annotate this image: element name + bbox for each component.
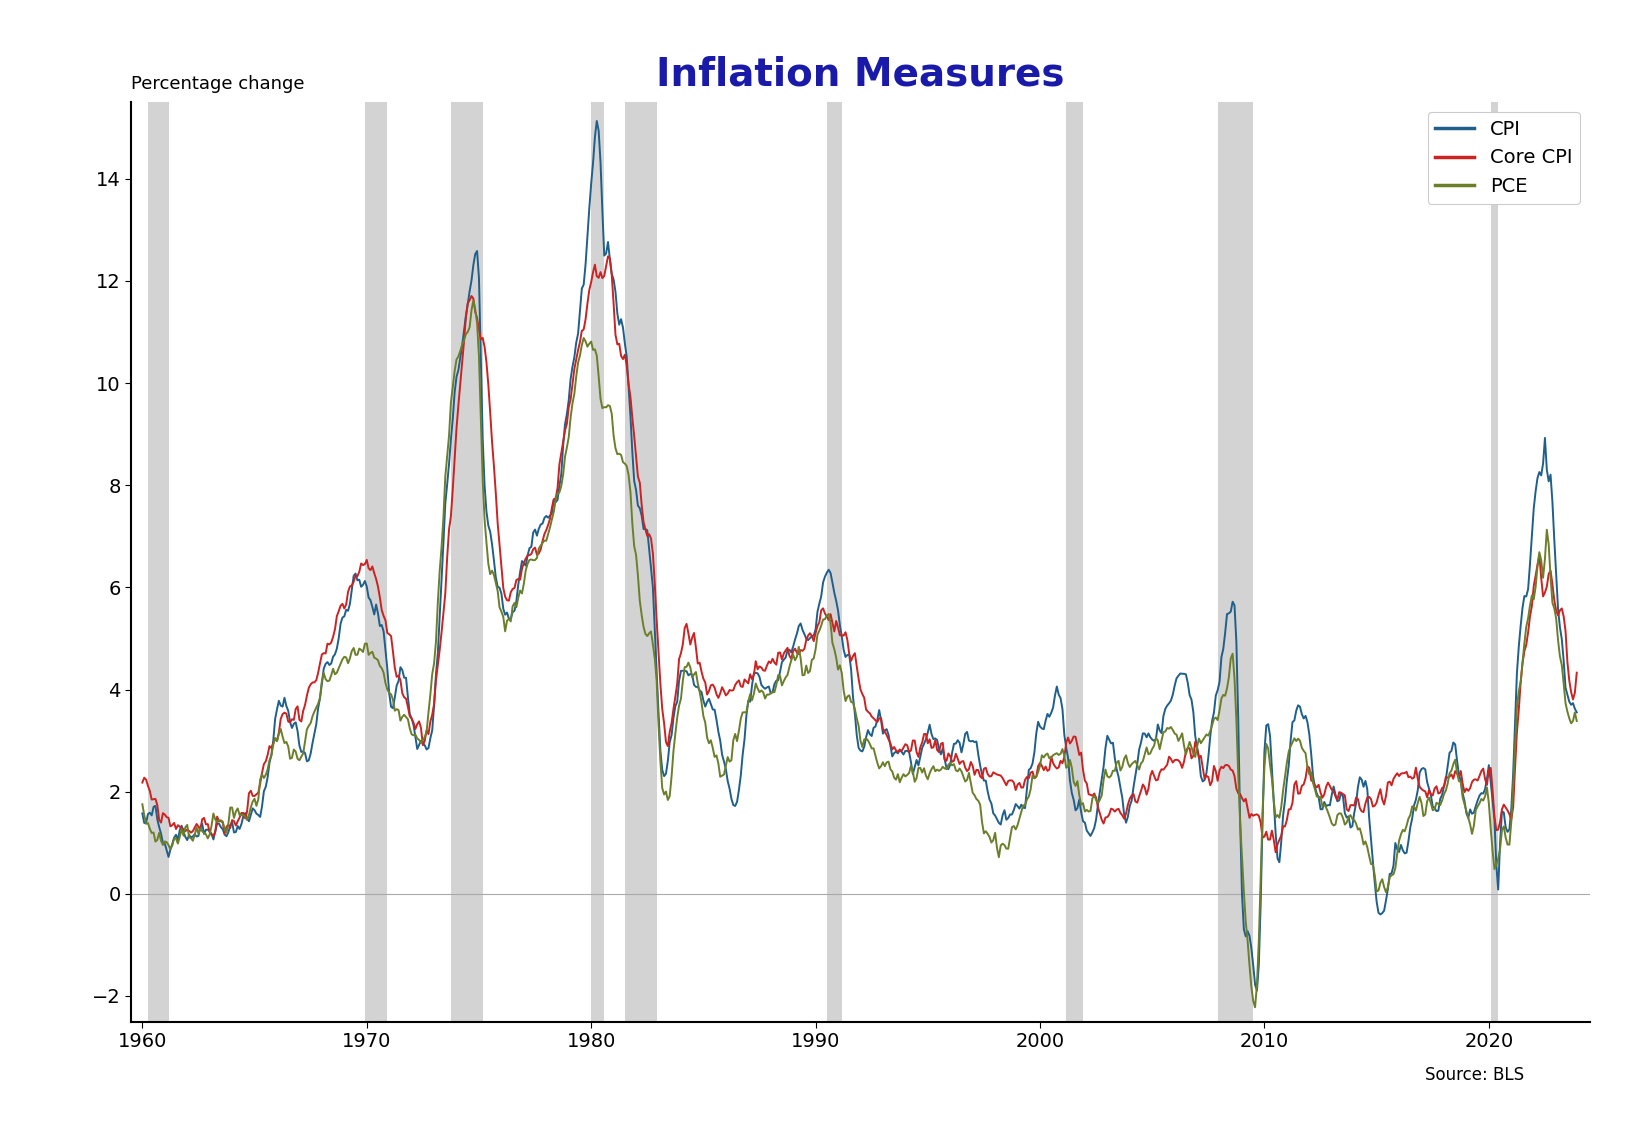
Core CPI — [1265, 846, 1285, 859]
CPI — [302, 747, 321, 760]
PCE — [692, 696, 711, 709]
Title: Inflation Measures: Inflation Measures — [656, 56, 1065, 93]
PCE — [1567, 714, 1587, 728]
PCE — [1246, 1000, 1265, 1014]
Bar — [1067, 102, 1083, 1022]
Core CPI — [133, 775, 152, 789]
CPI — [587, 115, 606, 128]
CPI — [638, 523, 657, 537]
CPI — [564, 351, 583, 364]
Core CPI — [598, 250, 618, 263]
CPI — [133, 807, 152, 821]
PCE — [638, 629, 657, 642]
Bar — [365, 102, 387, 1022]
Core CPI — [638, 529, 657, 543]
Line: CPI: CPI — [143, 121, 1577, 991]
PCE — [464, 294, 484, 308]
CPI — [1090, 785, 1110, 799]
CPI — [1247, 984, 1267, 998]
Bar — [592, 102, 605, 1022]
Core CPI — [692, 665, 711, 679]
Core CPI — [564, 362, 583, 376]
Bar — [826, 102, 842, 1022]
CPI — [692, 686, 711, 699]
Text: Percentage change: Percentage change — [131, 75, 305, 93]
PCE — [302, 716, 321, 730]
PCE — [1090, 793, 1110, 807]
PCE — [567, 370, 587, 384]
Core CPI — [1567, 666, 1587, 680]
Core CPI — [302, 678, 321, 691]
Core CPI — [1090, 807, 1110, 821]
Bar — [1490, 102, 1498, 1022]
PCE — [133, 798, 152, 812]
Line: Core CPI: Core CPI — [143, 257, 1577, 852]
Legend: CPI, Core CPI, PCE: CPI, Core CPI, PCE — [1428, 112, 1580, 204]
Bar — [624, 102, 657, 1022]
Bar — [451, 102, 484, 1022]
CPI — [1010, 801, 1029, 815]
Text: Source: BLS: Source: BLS — [1426, 1066, 1524, 1084]
Core CPI — [1010, 776, 1029, 790]
PCE — [1010, 812, 1029, 825]
Bar — [1218, 102, 1254, 1022]
CPI — [1567, 706, 1587, 720]
Bar — [148, 102, 169, 1022]
Line: PCE: PCE — [143, 301, 1577, 1007]
